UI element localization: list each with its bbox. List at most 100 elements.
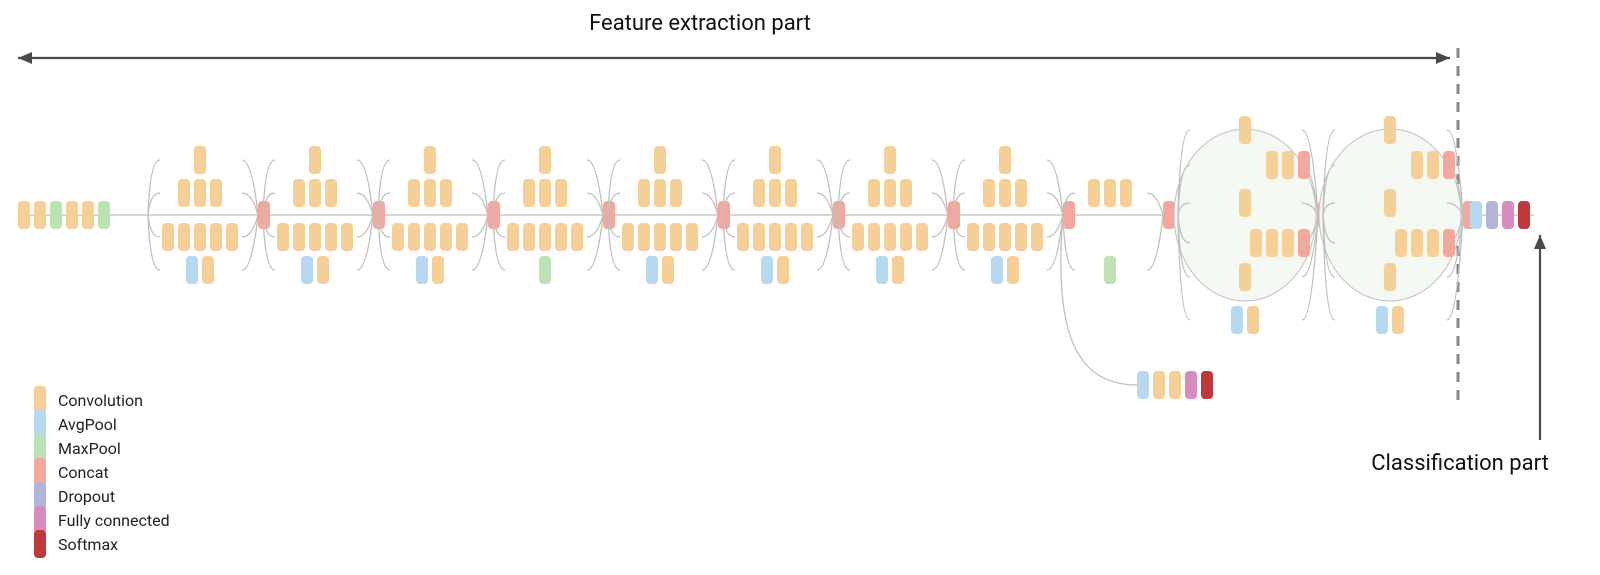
conv-block <box>1247 306 1259 334</box>
avg-block <box>1376 306 1388 334</box>
conv-block <box>277 223 289 251</box>
conv-block <box>408 223 420 251</box>
conv-block <box>34 386 46 414</box>
conv-block <box>1088 179 1100 207</box>
conv-block <box>1120 179 1132 207</box>
conv-block <box>1384 189 1396 217</box>
conv-block <box>916 223 928 251</box>
conv-block <box>555 179 567 207</box>
conv-block <box>1266 151 1278 179</box>
conv-block <box>293 179 305 207</box>
max-block <box>1104 256 1116 284</box>
conv-block <box>769 223 781 251</box>
conv-block <box>1239 189 1251 217</box>
inception-module <box>1174 116 1330 334</box>
conv-block <box>66 201 78 229</box>
conv-block <box>983 223 995 251</box>
avg-block <box>186 256 198 284</box>
conv-block <box>523 223 535 251</box>
conv-block <box>638 179 650 207</box>
conv-block <box>852 223 864 251</box>
avg-block <box>1231 306 1243 334</box>
conv-block <box>1007 256 1019 284</box>
conv-block <box>1282 229 1294 257</box>
conv-block <box>202 256 214 284</box>
conv-block <box>1239 263 1251 291</box>
conv-block <box>900 179 912 207</box>
conv-block <box>162 223 174 251</box>
avg-block <box>876 256 888 284</box>
conv-block <box>226 223 238 251</box>
conv-block <box>325 179 337 207</box>
title-feature: Feature extraction part <box>589 11 811 36</box>
conv-block <box>18 201 30 229</box>
conv-block <box>868 223 880 251</box>
conv-block <box>317 256 329 284</box>
branch-merge <box>1147 193 1163 215</box>
conv-block <box>999 179 1011 207</box>
conv-block <box>892 256 904 284</box>
max-block <box>98 201 110 229</box>
conv-block <box>440 223 452 251</box>
conv-block <box>178 223 190 251</box>
arrowhead-up <box>1534 235 1546 249</box>
conv-block <box>82 201 94 229</box>
title-classification: Classification part <box>1371 451 1549 476</box>
conv-block <box>325 223 337 251</box>
conv-block <box>967 223 979 251</box>
soft-block <box>34 530 46 558</box>
conv-block <box>571 223 583 251</box>
conv-block <box>1282 151 1294 179</box>
conv-block <box>785 223 797 251</box>
legend-label-soft: Softmax <box>58 535 118 554</box>
conv-block <box>670 223 682 251</box>
conv-block <box>1395 229 1407 257</box>
conv-block <box>424 146 436 174</box>
legend-label-conv: Convolution <box>58 391 143 410</box>
max-block <box>34 434 46 462</box>
conv-block <box>194 146 206 174</box>
conv-block <box>210 223 222 251</box>
avg-block <box>34 410 46 438</box>
conv-block <box>1015 223 1027 251</box>
conv-block <box>686 223 698 251</box>
inception-module <box>1319 116 1475 334</box>
conv-block <box>523 179 535 207</box>
avg-block <box>1470 201 1482 229</box>
conv-block <box>785 179 797 207</box>
conv-block <box>1015 179 1027 207</box>
avg-block <box>416 256 428 284</box>
conv-block <box>670 179 682 207</box>
conv-block <box>34 201 46 229</box>
arrowhead-left <box>18 52 32 64</box>
conv-block <box>1031 223 1043 251</box>
conv-block <box>309 146 321 174</box>
conv-block <box>1153 371 1165 399</box>
conv-block <box>194 179 206 207</box>
conv-block <box>654 179 666 207</box>
conv-block <box>440 179 452 207</box>
conv-block <box>539 223 551 251</box>
conv-block <box>1384 116 1396 144</box>
drop-block <box>34 482 46 510</box>
conv-block <box>801 223 813 251</box>
conv-block <box>662 256 674 284</box>
drop-block <box>1486 201 1498 229</box>
conv-block <box>1427 229 1439 257</box>
conv-block <box>424 179 436 207</box>
conv-block <box>777 256 789 284</box>
conv-block <box>900 223 912 251</box>
conv-block <box>555 223 567 251</box>
conv-block <box>539 179 551 207</box>
arrowhead-right <box>1436 52 1450 64</box>
branch-merge <box>1147 215 1163 270</box>
conv-block <box>1392 306 1404 334</box>
max-block <box>539 256 551 284</box>
diagram-stage: { "title_feature": "Feature extraction p… <box>0 0 1600 575</box>
conv-block <box>884 223 896 251</box>
avg-block <box>301 256 313 284</box>
conv-block <box>737 223 749 251</box>
conv-block <box>309 179 321 207</box>
conv-block <box>424 223 436 251</box>
conv-block <box>1169 371 1181 399</box>
